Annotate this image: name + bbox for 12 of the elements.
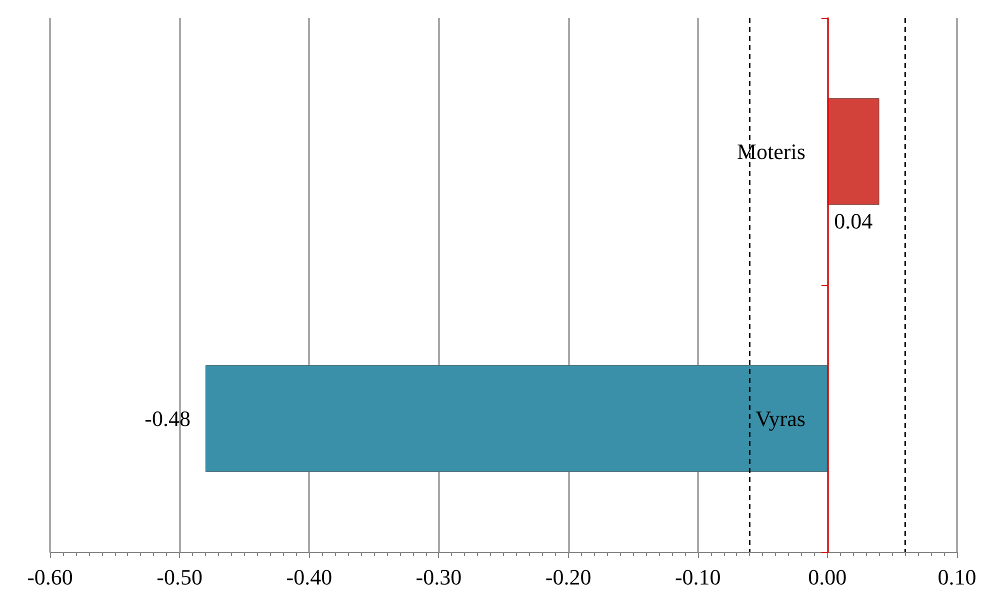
x-tick-label: -0.20 [545,564,592,590]
data-label: -0.48 [144,406,190,431]
x-tick-label: -0.30 [416,564,462,590]
x-tick-label: 0.00 [808,564,847,590]
y-tick-label: Moteris [736,139,806,164]
x-tick-label: -0.10 [674,564,721,590]
x-tick-label: -0.40 [286,564,332,590]
x-tick-label: 0.10 [938,564,976,590]
x-tick-label: -0.50 [156,564,202,590]
y-tick-label: Vyras [755,406,806,431]
x-tick-label: -0.60 [27,564,73,590]
data-label: 0.04 [834,208,873,234]
